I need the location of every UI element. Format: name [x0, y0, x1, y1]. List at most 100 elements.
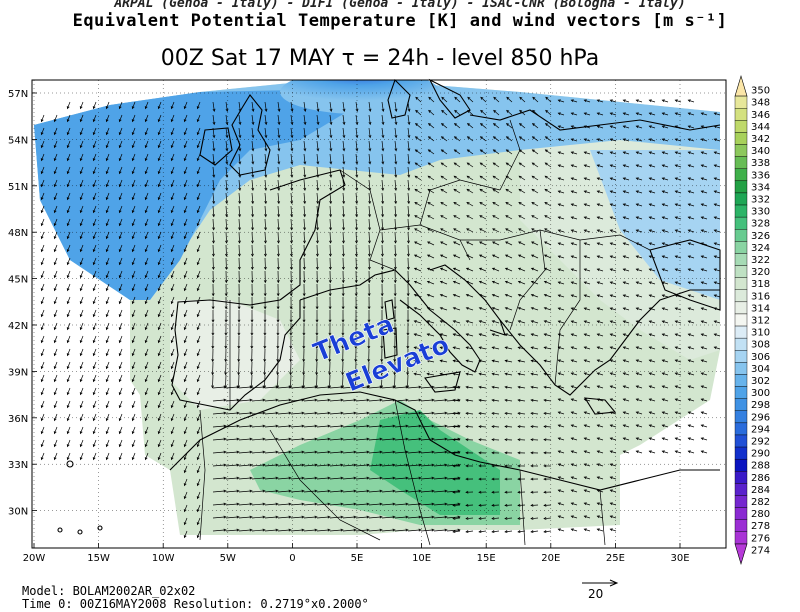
wind-vector-head	[118, 196, 122, 201]
wind-vector-head	[118, 352, 122, 357]
wind-vector-head	[687, 112, 691, 116]
wind-vector-head	[225, 148, 229, 152]
wind-vector-head	[570, 398, 574, 402]
wind-vector-head	[276, 359, 280, 363]
wind-vector-head	[596, 411, 600, 415]
wind-vector-head	[367, 266, 371, 271]
lon-label: 15W	[87, 553, 110, 564]
wind-vector-head	[517, 307, 521, 310]
wind-vector-head	[491, 320, 495, 323]
wind-vector-head	[544, 215, 548, 218]
wind-vector-head	[418, 424, 422, 428]
wind-vector	[544, 254, 552, 259]
wind-vector	[106, 244, 110, 252]
wind-vector-head	[596, 476, 600, 480]
wind-vector	[433, 412, 447, 415]
wind-vector	[466, 294, 474, 298]
wind-vector	[420, 477, 434, 480]
wind-vector-head	[518, 215, 522, 218]
wind-vector-head	[131, 118, 135, 123]
wind-vector-head	[53, 300, 57, 305]
wind-vector-head	[157, 170, 161, 175]
wind-vector-head	[157, 131, 161, 136]
wind-vector	[106, 387, 110, 395]
wind-vector	[407, 399, 421, 402]
wind-vector	[145, 257, 149, 265]
wind-vector-head	[288, 515, 292, 519]
wind-vector-head	[583, 216, 587, 220]
colorbar-swatch	[734, 434, 748, 448]
wind-vector-head	[557, 125, 561, 129]
wind-vector	[277, 205, 280, 217]
wind-vector-head	[367, 253, 371, 257]
wind-vector	[649, 346, 656, 350]
wind-vector-head	[478, 438, 482, 442]
wind-vector-head	[79, 118, 83, 123]
wind-vector	[145, 101, 149, 109]
wind-vector	[479, 373, 487, 376]
wind-vector-head	[674, 450, 678, 454]
wind-vector-head	[622, 372, 626, 376]
wind-vector-head	[622, 346, 626, 350]
lon-label: 10E	[412, 553, 431, 564]
wind-vector	[519, 97, 526, 103]
wind-vector	[342, 153, 345, 164]
wind-vector	[303, 438, 317, 441]
wind-vector-head	[223, 437, 227, 441]
lon-label: 25E	[606, 553, 625, 564]
wind-vector-head	[183, 235, 187, 240]
wind-vector-head	[444, 437, 448, 441]
wind-vector-head	[570, 229, 574, 233]
wind-vector	[597, 424, 604, 428]
wind-vector-head	[366, 515, 370, 519]
wind-vector	[662, 385, 669, 389]
wind-vector-head	[264, 214, 268, 218]
wind-vector-head	[157, 404, 161, 409]
wind-vector-head	[648, 281, 652, 285]
wind-vector	[41, 166, 45, 174]
wind-vector	[492, 307, 500, 311]
wind-vector-head	[66, 248, 70, 253]
wind-vector-head	[478, 372, 482, 376]
wind-vector	[531, 307, 539, 311]
wind-vector-head	[648, 177, 652, 181]
colorbar-swatch	[734, 483, 748, 496]
wind-vector	[701, 164, 708, 168]
wind-vector	[54, 270, 58, 278]
wind-vector	[414, 188, 422, 194]
wind-vector-head	[479, 149, 483, 153]
wind-vector	[571, 515, 578, 519]
wind-vector	[238, 114, 241, 125]
colorbar-label: 298	[751, 400, 770, 411]
wind-vector-head	[170, 274, 174, 279]
wind-vector-head	[223, 476, 227, 480]
wind-vector-head	[439, 307, 443, 310]
wind-vector	[530, 517, 539, 520]
wind-vector-head	[118, 131, 122, 136]
wind-vector-head	[238, 187, 242, 192]
wind-vector-head	[557, 372, 561, 376]
wind-vector-head	[303, 161, 307, 165]
wind-vector	[505, 175, 513, 181]
wind-vector	[518, 333, 526, 337]
wind-vector	[197, 218, 201, 226]
wind-vector-head	[700, 424, 704, 428]
wind-vector	[290, 231, 292, 243]
wind-vector-head	[79, 391, 83, 396]
wind-vector-head	[406, 332, 410, 336]
wind-vector-head	[415, 123, 419, 126]
wind-vector	[225, 153, 228, 164]
wind-vector	[342, 374, 344, 388]
wind-vector	[518, 294, 526, 298]
wind-vector-head	[557, 476, 561, 480]
wind-vector-head	[394, 135, 398, 139]
wind-vector-head	[407, 121, 411, 126]
wind-vector-head	[196, 105, 200, 110]
wind-vector	[571, 489, 578, 493]
wind-vector	[355, 231, 357, 243]
wind-vector-head	[144, 417, 148, 422]
wind-vector	[518, 530, 526, 533]
wind-vector	[277, 374, 279, 388]
wind-vector-head	[452, 372, 456, 376]
wind-vector-head	[66, 131, 70, 136]
